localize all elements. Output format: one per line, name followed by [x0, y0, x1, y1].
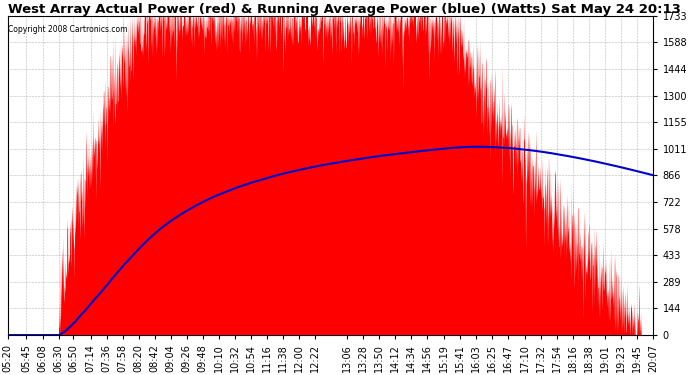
Text: West Array Actual Power (red) & Running Average Power (blue) (Watts) Sat May 24 : West Array Actual Power (red) & Running … — [8, 3, 680, 16]
Text: Copyright 2008 Cartronics.com: Copyright 2008 Cartronics.com — [8, 26, 128, 34]
